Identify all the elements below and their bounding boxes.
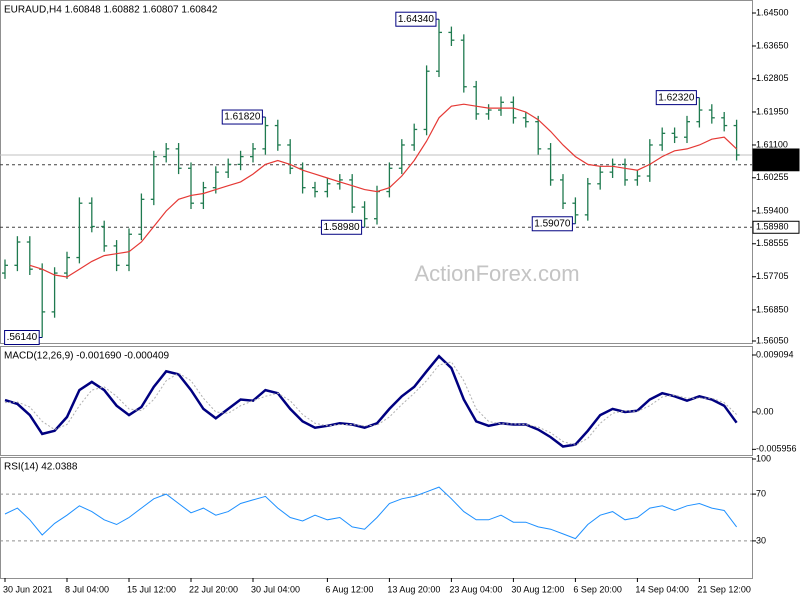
y-tick-label: 0.009094 xyxy=(756,349,794,359)
panel-title: RSI(14) 42.0388 xyxy=(4,462,78,473)
price-box-label: 1.58980 xyxy=(756,222,789,232)
price-panel xyxy=(0,0,753,344)
panel-title: EURAUD,H4 1.60848 1.60882 1.60807 1.6084… xyxy=(4,5,218,16)
macd-panel xyxy=(0,346,753,456)
panel-title: MACD(12,26,9) -0.001690 -0.000409 xyxy=(4,351,170,362)
y-tick-label: 1.62805 xyxy=(756,73,789,83)
x-tick-label: 8 Jul 04:00 xyxy=(65,584,109,594)
y-tick-label: 1.58555 xyxy=(756,238,789,248)
price-box xyxy=(752,220,800,234)
price-box-label: 1.60590 xyxy=(756,159,789,169)
annotation-label: 1.62320 xyxy=(658,92,695,103)
x-tick-label: 6 Aug 12:00 xyxy=(325,584,373,594)
y-tick-label: 1.61100 xyxy=(756,139,788,149)
moving-average xyxy=(29,103,738,278)
y-tick-label: 70 xyxy=(756,488,766,498)
y-tick-label: 1.56050 xyxy=(756,335,789,345)
annotation-label: 1.61820 xyxy=(224,112,261,123)
indicator-line xyxy=(4,361,737,446)
y-tick-label: -0.005956 xyxy=(756,444,797,454)
annotation-label: 1.59070 xyxy=(534,218,571,229)
x-tick-label: 30 Aug 12:00 xyxy=(511,584,564,594)
x-tick-label: 23 Aug 04:00 xyxy=(449,584,502,594)
y-tick-label: 1.64500 xyxy=(756,7,789,17)
x-tick-label: 13 Aug 20:00 xyxy=(387,584,440,594)
annotation-label: 1.58980 xyxy=(323,222,360,233)
y-tick-label: 1.56850 xyxy=(756,304,789,314)
annotation-label: 1.64340 xyxy=(398,14,435,25)
price-box-label: 1.60842 xyxy=(756,149,789,159)
x-tick-label: 30 Jul 04:00 xyxy=(251,584,300,594)
y-tick-label: 1.57705 xyxy=(756,271,789,281)
annotation-label: .56140 xyxy=(7,332,38,343)
x-tick-label: 21 Sep 12:00 xyxy=(697,584,751,594)
x-tick-label: 6 Sep 20:00 xyxy=(573,584,622,594)
x-tick-label: 30 Jun 2021 xyxy=(3,584,53,594)
y-tick-label: 0.00 xyxy=(756,406,774,416)
y-tick-label: 1.59400 xyxy=(756,205,789,215)
x-tick-label: 14 Sep 04:00 xyxy=(635,584,689,594)
price-box xyxy=(752,158,800,172)
x-tick-label: 22 Jul 20:00 xyxy=(189,584,238,594)
y-tick-label: 1.60255 xyxy=(756,172,789,182)
rsi-panel xyxy=(0,457,753,579)
y-tick-label: 1.61950 xyxy=(756,106,789,116)
y-tick-label: 100 xyxy=(756,453,771,463)
watermark: ActionForex.com xyxy=(414,261,579,286)
y-tick-label: 1.63650 xyxy=(756,40,789,50)
x-tick-label: 15 Jul 12:00 xyxy=(127,584,176,594)
indicator-line xyxy=(4,486,737,540)
y-tick-label: 30 xyxy=(756,535,766,545)
